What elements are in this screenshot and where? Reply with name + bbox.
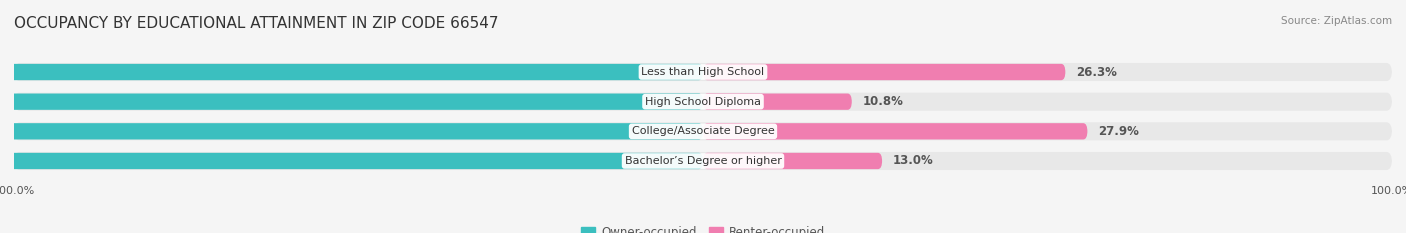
Text: OCCUPANCY BY EDUCATIONAL ATTAINMENT IN ZIP CODE 66547: OCCUPANCY BY EDUCATIONAL ATTAINMENT IN Z… <box>14 16 499 31</box>
Text: 10.8%: 10.8% <box>863 95 904 108</box>
FancyBboxPatch shape <box>0 153 703 169</box>
Text: High School Diploma: High School Diploma <box>645 97 761 107</box>
FancyBboxPatch shape <box>0 93 703 110</box>
FancyBboxPatch shape <box>703 123 1087 140</box>
FancyBboxPatch shape <box>703 93 852 110</box>
Text: Bachelor’s Degree or higher: Bachelor’s Degree or higher <box>624 156 782 166</box>
FancyBboxPatch shape <box>14 93 1392 111</box>
FancyBboxPatch shape <box>14 152 1392 170</box>
Legend: Owner-occupied, Renter-occupied: Owner-occupied, Renter-occupied <box>576 221 830 233</box>
Text: 26.3%: 26.3% <box>1077 65 1118 79</box>
Text: Source: ZipAtlas.com: Source: ZipAtlas.com <box>1281 16 1392 26</box>
Text: 13.0%: 13.0% <box>893 154 934 168</box>
Text: College/Associate Degree: College/Associate Degree <box>631 126 775 136</box>
Text: 27.9%: 27.9% <box>1098 125 1139 138</box>
FancyBboxPatch shape <box>0 64 703 80</box>
FancyBboxPatch shape <box>703 64 1066 80</box>
Text: Less than High School: Less than High School <box>641 67 765 77</box>
FancyBboxPatch shape <box>703 153 882 169</box>
FancyBboxPatch shape <box>14 122 1392 140</box>
FancyBboxPatch shape <box>0 123 703 140</box>
FancyBboxPatch shape <box>14 63 1392 81</box>
